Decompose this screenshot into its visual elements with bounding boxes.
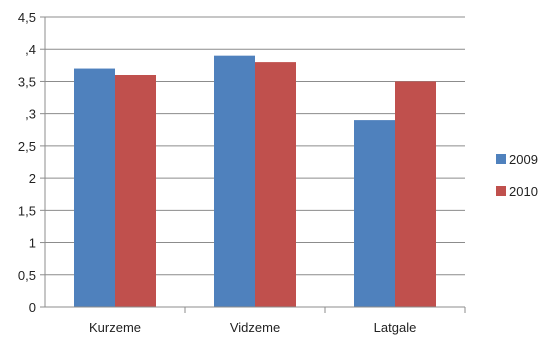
bar-2010-kurzeme [115,75,156,307]
y-tick-label: 2 [29,171,36,186]
legend-swatch-2010 [496,186,506,196]
y-tick-label: 0,5 [18,268,36,283]
bar-2010-latgale [395,81,436,307]
x-tick-label: Vidzeme [230,320,280,335]
y-tick-label: 4,5 [18,10,36,25]
x-tick-label: Kurzeme [89,320,141,335]
bar-2010-vidzeme [255,62,296,307]
bar-2009-latgale [354,120,395,307]
y-tick-label: 2,5 [18,139,36,154]
bar-2009-kurzeme [74,68,115,307]
y-tick-label: ,3 [25,107,36,122]
y-tick-label: ,4 [25,42,36,57]
legend-label-2009: 2009 [509,152,538,167]
bars [74,55,436,307]
y-tick-label: 1 [29,236,36,251]
axes [40,16,466,313]
bar-2009-vidzeme [214,55,255,307]
legend-swatch-2009 [496,154,506,164]
y-tick-label: 3,5 [18,74,36,89]
y-tick-label: 0 [29,300,36,315]
x-tick-labels: Kurzeme Vidzeme Latgale [89,320,416,335]
legend: 2009 2010 [496,152,538,199]
y-tick-labels: 0 0,5 1 1,5 2 2,5 ,3 3,5 ,4 4,5 [18,10,36,315]
y-tick-label: 1,5 [18,203,36,218]
x-tick-label: Latgale [374,320,417,335]
legend-label-2010: 2010 [509,184,538,199]
